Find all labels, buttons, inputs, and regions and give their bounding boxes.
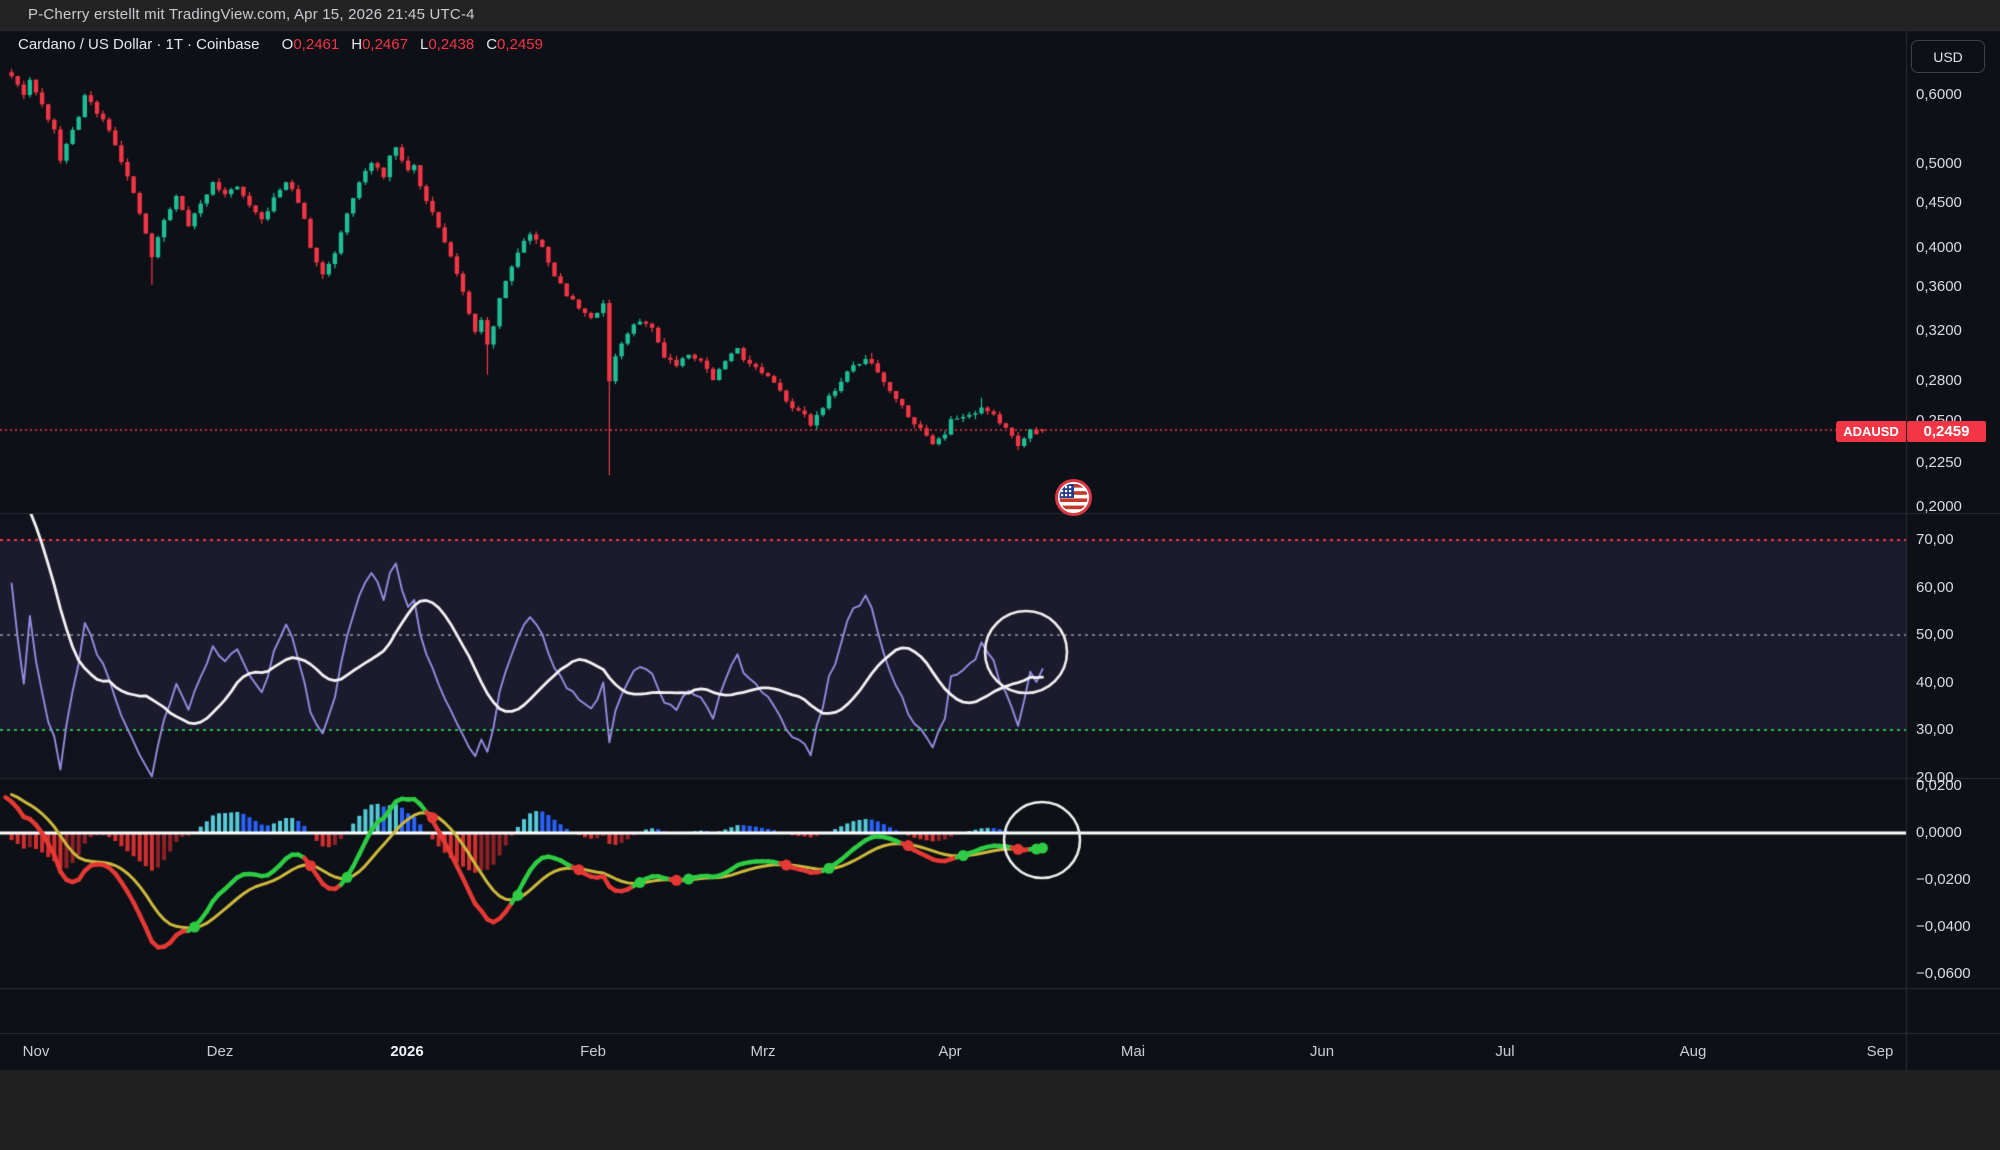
price-tick-label: 0,3600 <box>1916 278 1962 296</box>
time-axis-label: Mai <box>1120 1043 1146 1060</box>
rsi-tick-label: 60,00 <box>1916 578 1954 596</box>
time-axis-label: Dez <box>206 1043 234 1060</box>
macd-tick-label: −0,0600 <box>1916 965 1971 982</box>
price-tick-label: 0,5000 <box>1916 154 1962 172</box>
price-tick-label: 0,4500 <box>1916 194 1962 212</box>
price-tick-label: 0,3200 <box>1916 322 1962 340</box>
price-tick-label: 0,2250 <box>1916 454 1962 472</box>
ohlc-value: 0,2461 <box>293 36 340 53</box>
time-axis-label: Sep <box>1866 1043 1894 1060</box>
ohlc-values: O0,2461 H0,2467 L0,2438 C0,2459 <box>270 36 543 53</box>
time-axis-label: Jul <box>1495 1043 1515 1060</box>
rsi-tick-label: 50,00 <box>1916 626 1954 643</box>
footer-bar: TradingView <box>0 1070 2000 1150</box>
symbol-title: Cardano / US Dollar · 1T · Coinbase <box>18 36 260 53</box>
price-tag-symbol: ADAUSD <box>1836 421 1906 442</box>
macd-tick-label: 0,0200 <box>1916 777 1962 794</box>
rsi-tick-label: 20,00 <box>1916 768 1954 786</box>
rsi-tick-label: 30,00 <box>1916 721 1954 738</box>
attribution-bar: P-Cherry erstellt mit TradingView.com, A… <box>0 0 2000 30</box>
macd-tick-label: −0,0400 <box>1916 918 1971 935</box>
ohlc-letter: C <box>486 36 498 53</box>
time-axis-label: Jun <box>1309 1043 1335 1060</box>
currency-toggle-button[interactable]: USD <box>1911 40 1985 73</box>
price-tick-label: 0,2000 <box>1916 498 1962 516</box>
ohlc-value: 0,2438 <box>428 36 475 53</box>
price-tick-label: 0,6000 <box>1916 86 1962 104</box>
price-tick-label: 0,4000 <box>1916 238 1962 256</box>
time-axis-label: Aug <box>1679 1043 1707 1060</box>
ohlc-letter: O <box>281 36 294 53</box>
us-flag-marker-icon[interactable] <box>1055 479 1092 521</box>
macd-tick-label: −0,0200 <box>1916 871 1971 888</box>
price-tag-value: 0,2459 <box>1907 421 1986 442</box>
chart-legend[interactable]: Cardano / US Dollar · 1T · Coinbase O0,2… <box>18 36 543 56</box>
ohlc-letter: L <box>419 36 429 53</box>
attribution-text: P-Cherry erstellt mit TradingView.com, A… <box>28 6 475 23</box>
ohlc-letter: H <box>351 36 363 53</box>
price-tick-label: 0,2800 <box>1916 372 1962 390</box>
macd-tick-label: 0,0000 <box>1916 824 1962 841</box>
time-axis-label: Nov <box>22 1043 50 1060</box>
time-axis-label: Apr <box>938 1043 962 1060</box>
time-axis-label: Mrz <box>750 1043 776 1060</box>
ohlc-value: 0,2467 <box>362 36 408 53</box>
time-axis-label: 2026 <box>390 1043 424 1060</box>
rsi-tick-label: 40,00 <box>1916 673 1954 691</box>
ohlc-value: 0,2459 <box>497 36 543 53</box>
rsi-tick-label: 70,00 <box>1916 531 1954 548</box>
time-axis-label: Feb <box>580 1043 606 1060</box>
